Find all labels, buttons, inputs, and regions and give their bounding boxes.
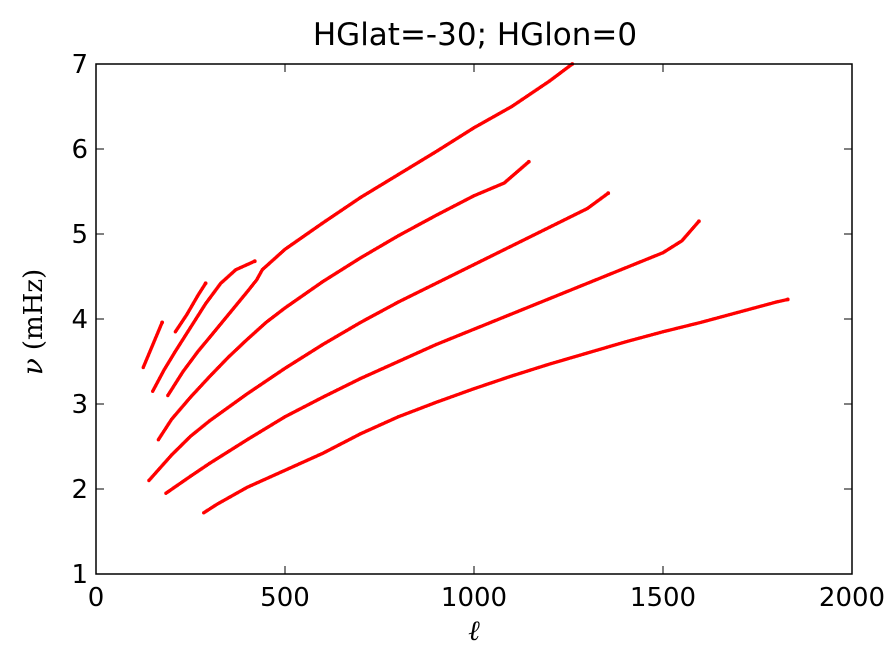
data-point	[526, 159, 531, 164]
y-axis-label: ν (mHz)	[16, 269, 49, 375]
series-3	[156, 159, 531, 442]
x-tick-label: 0	[88, 583, 105, 613]
chart-title: HGlat=-30; HGlon=0	[313, 17, 637, 53]
series-6	[173, 281, 208, 334]
series-1	[164, 219, 701, 495]
data-point	[785, 297, 790, 302]
y-tick-label: 3	[71, 390, 88, 420]
series-4	[166, 62, 575, 398]
series-5	[151, 259, 257, 393]
series-0	[202, 297, 790, 515]
y-tick-label: 7	[71, 50, 88, 80]
plot-points	[141, 62, 790, 515]
data-point	[160, 320, 165, 325]
series-2	[147, 191, 611, 483]
y-tick-label: 2	[71, 475, 88, 505]
plot-frame	[95, 63, 853, 575]
y-tick-label: 6	[71, 135, 88, 165]
data-point	[252, 259, 257, 264]
y-tick-label: 4	[71, 305, 88, 335]
x-tick-label: 1500	[630, 583, 696, 613]
x-tick-label: 2000	[819, 583, 885, 613]
series-7	[141, 320, 165, 370]
x-axis-ticks: 0 500 1000 1500 2000	[88, 64, 885, 613]
x-axis-label: ℓ	[468, 614, 480, 647]
x-tick-label: 500	[260, 583, 310, 613]
x-tick-label: 1000	[441, 583, 507, 613]
y-tick-label: 5	[71, 220, 88, 250]
y-axis-label-unit: (mHz)	[19, 269, 49, 350]
y-axis-label-symbol: ν	[16, 358, 49, 375]
data-point	[203, 281, 208, 286]
data-point	[606, 191, 611, 196]
data-point	[697, 219, 701, 224]
y-axis-label-group: ν (mHz)	[16, 269, 49, 375]
y-axis-ticks: 1 2 3 4 5 6 7	[71, 50, 852, 590]
y-tick-label: 1	[71, 560, 88, 590]
